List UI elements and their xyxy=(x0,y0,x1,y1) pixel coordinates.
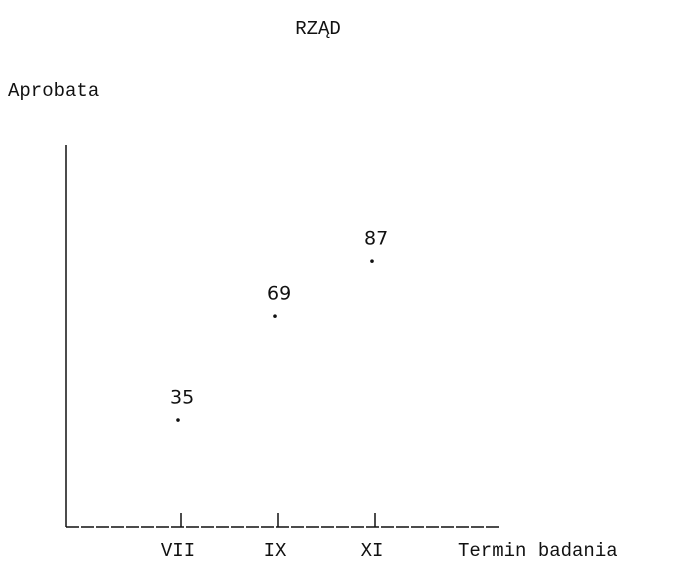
x-tick-label: VII xyxy=(161,540,195,562)
point xyxy=(273,314,277,318)
y-axis-label: Aprobata xyxy=(8,80,99,102)
point xyxy=(370,259,374,263)
value-label: 87 xyxy=(364,228,388,250)
x-tick-label: IX xyxy=(264,540,287,562)
x-axis-label: Termin badania xyxy=(458,540,618,562)
chart-title: RZĄD xyxy=(295,18,341,40)
point xyxy=(176,418,180,422)
value-label: 35 xyxy=(170,387,194,409)
x-tick-label: XI xyxy=(361,540,384,562)
value-label: 69 xyxy=(267,283,291,305)
